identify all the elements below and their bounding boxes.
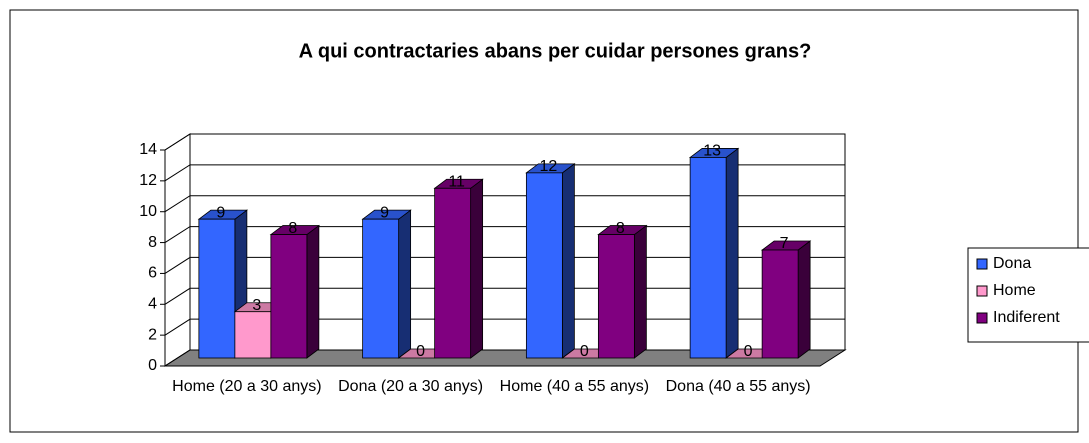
x-tick-label: Home (20 a 30 anys) [172, 378, 322, 395]
data-label: 8 [288, 220, 297, 237]
bar-side [561, 163, 575, 359]
x-tick-label: Home (40 a 55 anys) [499, 378, 650, 395]
grid-line [164, 164, 845, 182]
data-label: 8 [616, 220, 625, 237]
data-label: 12 [539, 158, 557, 175]
data-label: 11 [448, 174, 465, 191]
bar [689, 157, 727, 359]
data-label: 0 [744, 343, 753, 360]
data-label: 0 [416, 343, 425, 360]
y-tick-label: 4 [148, 296, 157, 313]
data-label: 0 [580, 343, 589, 360]
bar [597, 234, 635, 359]
y-tick-label: 2 [148, 326, 157, 343]
chart-title: A qui contractaries abans per cuidar per… [299, 40, 812, 62]
bar-side [725, 147, 739, 359]
grid-line [164, 133, 845, 151]
legend-label: Dona [993, 255, 1031, 272]
bar [362, 218, 400, 359]
bar-side [470, 178, 484, 359]
data-label: 9 [216, 204, 225, 221]
bar [761, 249, 799, 359]
y-tick-label: 12 [139, 172, 157, 189]
side-wall [164, 133, 191, 367]
bar [270, 234, 308, 359]
bar-side [797, 240, 811, 359]
x-tick-label: Dona (40 a 55 anys) [665, 378, 811, 395]
bar-side [633, 224, 647, 359]
y-tick-label: 0 [148, 357, 157, 374]
legend-swatch [976, 285, 988, 297]
y-tick-label: 14 [139, 141, 157, 158]
data-label: 13 [703, 143, 721, 160]
legend-swatch [976, 312, 988, 324]
data-label: 7 [780, 235, 789, 252]
bar [198, 218, 236, 359]
legend-swatch [976, 258, 988, 270]
data-label: 9 [380, 204, 389, 221]
y-tick-label: 10 [139, 203, 157, 220]
bar-side [306, 224, 320, 359]
grid-line [164, 195, 845, 213]
bar-side [398, 209, 412, 359]
bar [234, 311, 272, 359]
legend-box [967, 247, 1089, 343]
legend-label: Indiferent [993, 309, 1060, 326]
bar [525, 172, 563, 359]
data-label: 3 [252, 297, 261, 314]
y-tick-label: 8 [148, 234, 157, 251]
legend-label: Home [993, 282, 1036, 299]
y-tick-label: 6 [148, 265, 157, 282]
bar [434, 187, 472, 359]
x-tick-label: Dona (20 a 30 anys) [338, 378, 484, 395]
